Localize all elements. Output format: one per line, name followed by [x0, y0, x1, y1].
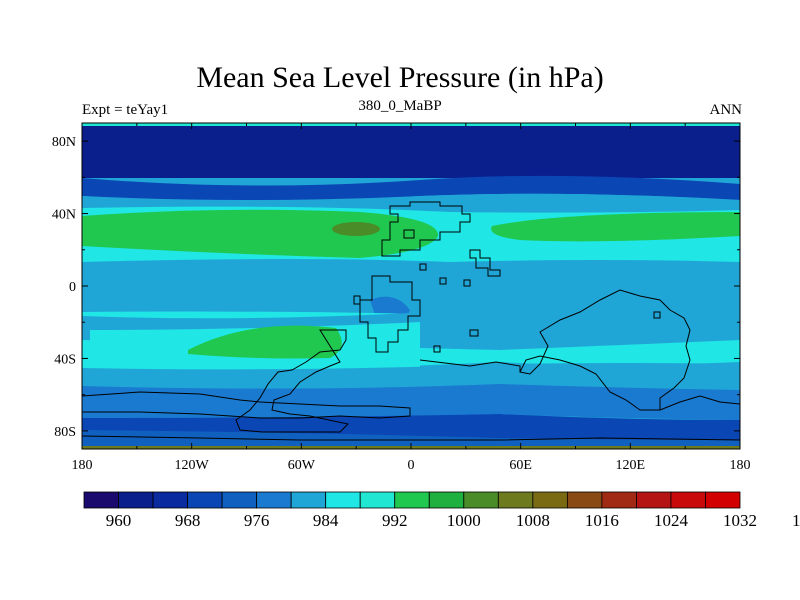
colorbar-swatch	[670, 491, 706, 509]
north-pacific-high	[491, 212, 740, 242]
colorbar-label: 1000	[447, 511, 481, 530]
colorbar-label: 960	[106, 511, 132, 530]
north-atlantic-high	[82, 209, 439, 258]
colorbar-swatch	[428, 491, 465, 509]
colorbar-label: 1008	[516, 511, 550, 530]
antarctic-inner-coast	[82, 435, 740, 441]
south-atlantic-high	[188, 325, 342, 359]
lon-tick-label: 180	[72, 458, 93, 473]
lon-tick-label: 120E	[616, 458, 646, 473]
europe-coast	[381, 201, 471, 257]
colorbar-swatch	[83, 491, 119, 509]
colorbar-label: 992	[382, 511, 408, 530]
axes: 80N 40N 0 40S 80S 180 120W 60W 0 60E 120E 180	[52, 123, 751, 473]
island-outline	[353, 295, 361, 305]
colorbar-swatch	[497, 491, 534, 509]
colorbar-label: 968	[175, 511, 201, 530]
colorbar-label: 1016	[585, 511, 619, 530]
colorbar-swatch	[118, 491, 154, 509]
coastlines	[82, 201, 740, 441]
south-gradient	[82, 363, 740, 392]
australia-coast	[659, 395, 740, 411]
colorbar-label: 1024	[654, 511, 689, 530]
island-outline	[403, 229, 415, 239]
island-outline	[469, 329, 479, 337]
island-outline	[439, 277, 447, 285]
colorbar-swatch	[532, 491, 568, 509]
colorbar-label: 1040	[792, 511, 800, 530]
colorbar-label: 976	[244, 511, 270, 530]
colorbar-label: 984	[313, 511, 339, 530]
colorbar-swatch	[463, 491, 499, 509]
colorbar-swatch	[325, 491, 361, 509]
lat-tick-label: 40N	[52, 208, 76, 223]
colorbar-label: 1032	[723, 511, 757, 530]
lon-tick-label: 60E	[509, 458, 532, 473]
island-outline	[419, 263, 427, 271]
lon-tick-label: 60W	[288, 458, 316, 473]
colorbar-swatch	[290, 491, 327, 509]
lon-tick-label: 0	[408, 458, 415, 473]
island-outline	[463, 279, 471, 287]
colorbar-swatch	[359, 491, 396, 509]
antarctic-coast	[82, 391, 411, 419]
colorbar-swatch	[601, 491, 637, 509]
colorbar-swatch	[256, 491, 292, 509]
island-outline	[653, 311, 661, 319]
colorbar-swatch	[566, 491, 603, 509]
experiment-label: Expt = teYay1	[82, 102, 169, 118]
arabia-coast	[469, 249, 501, 277]
period-label: 380_0_MaBP	[358, 98, 442, 114]
season-label: ANN	[709, 102, 743, 118]
lon-tick-label: 180	[730, 458, 751, 473]
colorbar-swatch	[221, 491, 258, 509]
colorbar-swatch	[636, 491, 672, 509]
south-coast-segment	[419, 359, 521, 372]
colorbar-swatch	[187, 491, 223, 509]
island-outline	[433, 345, 441, 353]
lat-tick-label: 80N	[52, 135, 76, 150]
lat-tick-label: 0	[69, 280, 76, 295]
lat-tick-label: 40S	[54, 352, 76, 367]
asia-coast	[519, 289, 691, 411]
azores-high-core	[332, 222, 380, 236]
north-polar-low	[82, 123, 740, 178]
africa-coast	[359, 275, 421, 353]
lon-tick-label: 120W	[175, 458, 210, 473]
lat-tick-label: 80S	[54, 425, 76, 440]
colorbar-swatch	[152, 491, 188, 509]
plot-title: Mean Sea Level Pressure (in hPa)	[196, 61, 604, 94]
colorbar: 960 968 976 984 992 1000 1008 1016 1024 1032 1040	[83, 491, 800, 530]
pressure-field	[82, 123, 740, 449]
southern-trough	[82, 384, 740, 420]
north-trough	[82, 175, 740, 200]
colorbar-swatch	[394, 491, 430, 509]
southern-landmass-coast	[235, 329, 350, 433]
colorbar-swatch	[705, 491, 741, 509]
equator-low-west	[82, 262, 172, 312]
